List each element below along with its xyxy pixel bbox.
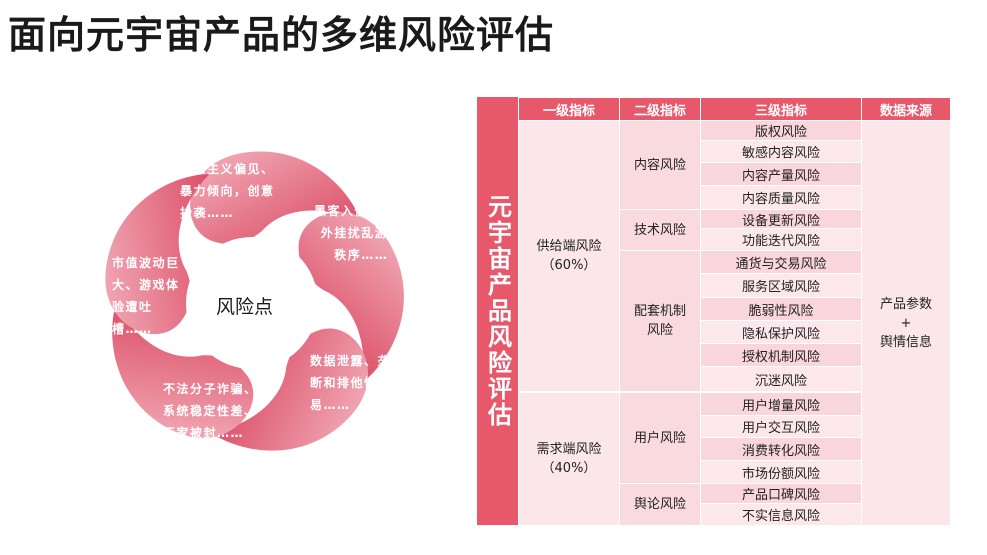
level1-demand: 需求端风险 （40%） (519, 393, 619, 525)
level3-item: 隐私保护风险 (701, 321, 861, 343)
level3-item: 内容质量风险 (701, 186, 861, 209)
risk-petal-diagram (105, 151, 404, 451)
level3-item: 功能迭代风险 (701, 229, 861, 250)
diagram-center-label: 风险点 (216, 296, 274, 318)
petal-text-left: 市值波动巨 大、游戏体 验遭吐 槽…… (112, 256, 180, 336)
header-level3: 三级指标 (701, 98, 861, 120)
level2-mechanism: 配套机制 风险 (620, 251, 700, 391)
petal-text-bottom: 不法分子诈骗、 系统稳定性差、 玩家被封…… (163, 382, 258, 440)
table-side-title: 元宇宙产品风险评估 (477, 97, 518, 525)
level3-item: 沉迷风险 (701, 367, 861, 391)
header-source: 数据来源 (862, 98, 950, 120)
level3-item: 内容产量风险 (701, 163, 861, 185)
page-title: 面向元宇宙产品的多维风险评估 (8, 13, 555, 57)
level1-supply: 供给端风险 （60%） (519, 121, 619, 391)
data-source: 产品参数 + 舆情信息 (862, 121, 950, 525)
level3-item: 不实信息风险 (701, 504, 861, 525)
level2-user: 用户风险 (620, 393, 700, 483)
header-level1: 一级指标 (519, 98, 619, 120)
level2-technology: 技术风险 (620, 210, 700, 250)
level2-public-opinion: 舆论风险 (620, 484, 700, 525)
level3-item: 脆弱性风险 (701, 298, 861, 320)
level3-item: 通货与交易风险 (701, 251, 861, 273)
petal-top-right (298, 212, 404, 383)
level3-item: 服务区域风险 (701, 274, 861, 297)
petal-bottom-right (210, 328, 369, 451)
level3-item: 市场份额风险 (701, 461, 861, 483)
petal-top (190, 151, 362, 245)
header-level2: 二级指标 (620, 98, 700, 120)
petal-text-top-right: 黑客入侵账户、 外挂扰乱游戏 秩序…… (314, 204, 409, 262)
level3-item: 用户增量风险 (701, 393, 861, 415)
level2-content: 内容风险 (620, 121, 700, 209)
petal-bottom-left (112, 303, 254, 438)
petal-left (105, 173, 210, 335)
level3-item: 敏感内容风险 (701, 141, 861, 162)
petal-text-top: 种族主义偏见、 暴力倾向，创意 抄袭…… (180, 162, 275, 220)
level3-item: 设备更新风险 (701, 210, 861, 229)
petal-text-bottom-right: 数据泄露、垄 断和排他性交 易…… (310, 354, 392, 412)
level3-item: 用户交互风险 (701, 416, 861, 437)
diagram-center-circle (186, 237, 318, 369)
level3-item: 消费转化风险 (701, 438, 861, 460)
level3-item: 授权机制风险 (701, 344, 861, 366)
level3-item: 版权风险 (701, 121, 861, 140)
risk-evaluation-table: 元宇宙产品风险评估 一级指标 二级指标 三级指标 数据来源 供给端风险 （60%… (477, 97, 950, 525)
level3-item: 产品口碑风险 (701, 484, 861, 503)
